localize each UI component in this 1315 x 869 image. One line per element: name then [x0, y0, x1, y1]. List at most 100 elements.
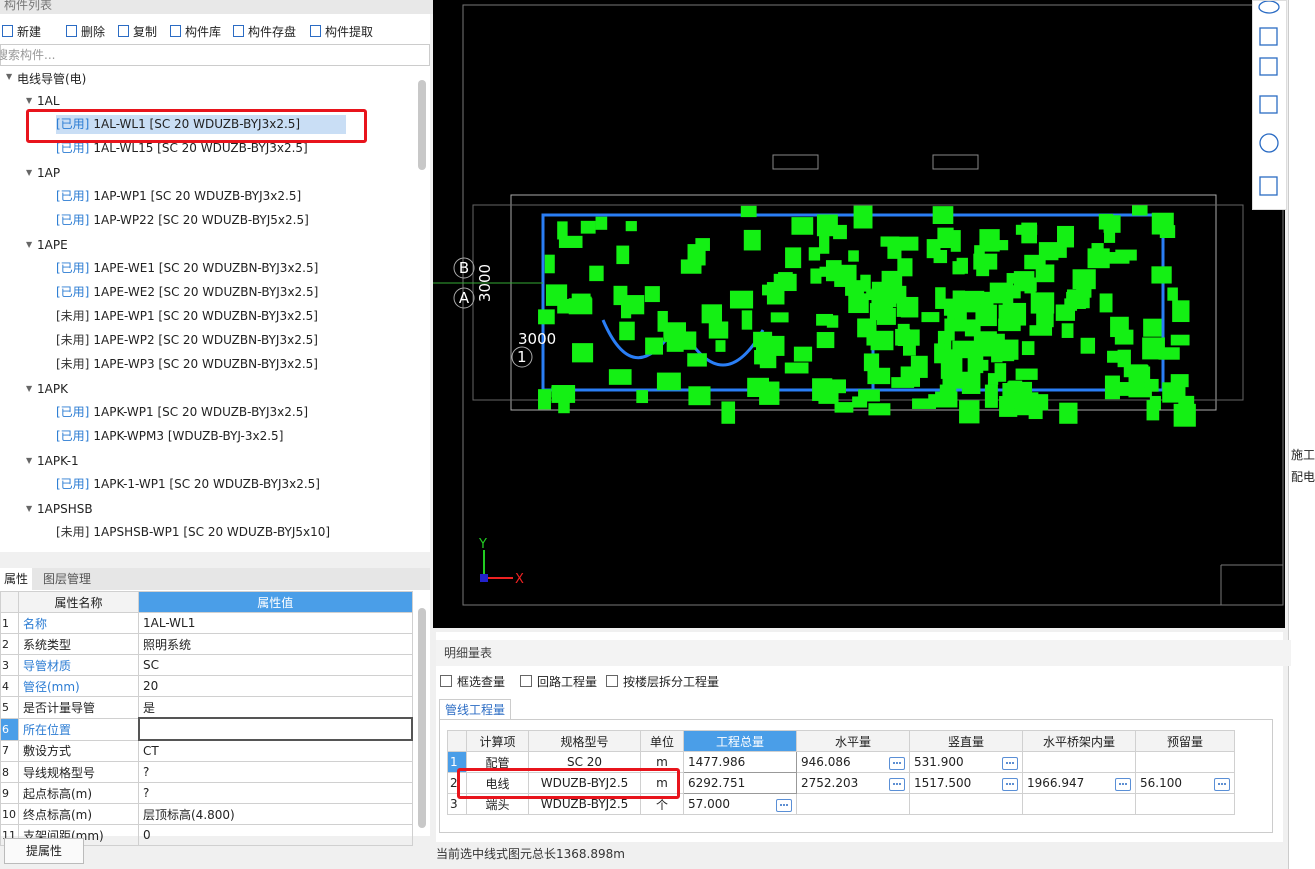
tree-item[interactable]: [未用] 1APSHSB-WP1 [SC 20 WDUZB-BYJ5x10] [56, 523, 346, 542]
green-block [1170, 334, 1190, 346]
green-block [784, 362, 809, 374]
tree-item[interactable]: [已用] 1APE-WE1 [SC 20 WDUZBN-BYJ3x2.5] [56, 259, 346, 278]
quantity-cell: WDUZB-BYJ2.5 [528, 772, 641, 794]
tree-item[interactable]: [已用] 1APK-WPM3 [WDUZB-BYJ-3x2.5] [56, 427, 346, 446]
toolbar-button[interactable]: 构件库 [185, 25, 222, 39]
item-status: [已用] [56, 141, 90, 155]
toolbar-button[interactable]: 构件提取 [325, 25, 374, 39]
tree-arrow: ▼ [26, 384, 33, 393]
ellipsis-button[interactable] [1214, 777, 1230, 791]
tab[interactable]: 管线工程量 [439, 699, 511, 720]
property-value[interactable]: ? [138, 761, 413, 783]
tree-item[interactable]: [已用] 1AP-WP1 [SC 20 WDUZB-BYJ3x2.5] [56, 187, 346, 206]
green-block [1128, 387, 1152, 398]
tree-item[interactable]: [未用] 1APE-WP3 [SC 20 WDUZBN-BYJ3x2.5] [56, 355, 346, 374]
highlight-box [26, 109, 367, 143]
property-value[interactable] [137, 717, 413, 741]
wire [541, 213, 1165, 392]
toolbar-button[interactable]: 新建 [17, 25, 42, 39]
property-value[interactable]: SC [138, 654, 413, 676]
checkbox[interactable] [606, 675, 618, 687]
property-value[interactable]: CT [138, 739, 413, 762]
green-block [741, 310, 753, 330]
checkbox[interactable] [520, 675, 532, 687]
select-icon[interactable] [440, 675, 452, 687]
tree-item[interactable]: [未用] 1APE-WP1 [SC 20 WDUZBN-BYJ3x2.5] [56, 307, 346, 326]
axis-bubble [511, 346, 533, 368]
green-block [860, 274, 871, 292]
tab-bar: 属性 图层管理 [0, 568, 430, 590]
cell-text: 6292.751 [688, 776, 746, 790]
cell-text: m [656, 776, 668, 790]
item-status: [已用] [56, 261, 90, 275]
green-block [1104, 227, 1116, 243]
ellipsis-button[interactable] [1002, 756, 1018, 770]
item-label: 1APE-WP2 [SC 20 WDUZBN-BYJ3x2.5] [93, 333, 318, 347]
toolbar-button[interactable]: 删除 [81, 25, 106, 39]
tree-item[interactable]: [已用] 1APE-WE2 [SC 20 WDUZBN-BYJ3x2.5] [56, 283, 346, 302]
ellipsis-button[interactable] [1002, 777, 1018, 791]
header-cell [0, 591, 19, 613]
tree-item[interactable]: [已用] 1APK-WP1 [SC 20 WDUZB-BYJ3x2.5] [56, 403, 346, 422]
search-box[interactable]: 搜索构件... [0, 44, 430, 66]
property-value[interactable]: 1AL-WL1 [138, 612, 413, 634]
toolbar-button[interactable]: 复制 [133, 25, 158, 39]
property-value[interactable]: 层顶标高(4.800) [138, 803, 413, 825]
green-block [848, 293, 869, 314]
ellipsis-button[interactable] [889, 756, 905, 770]
green-block [1006, 273, 1017, 284]
toolbar: 新建 删除 复制 构件库 构件存盘 构件提取 [0, 22, 430, 40]
cell-text: WDUZB-BYJ2.5 [540, 776, 629, 790]
green-block [743, 229, 761, 251]
property-value[interactable]: ? [138, 782, 413, 804]
tree-arrow: ▼ [26, 456, 33, 465]
axis-label: B [459, 259, 469, 277]
green-block [645, 337, 663, 355]
quantity-table: 计算项 规格型号 单位 工程总量 水平量 竖直量 水平桥架内量 预留量 1 配管 SC 20 m 147… [447, 730, 1235, 815]
green-block [935, 391, 958, 408]
item-label: 1AP-WP1 [SC 20 WDUZB-BYJ3x2.5] [93, 189, 302, 203]
button[interactable]: 提属性 [4, 838, 84, 864]
green-block [636, 390, 649, 404]
ellipsis-button[interactable] [1115, 777, 1131, 791]
tab[interactable]: 图层管理 [42, 572, 91, 586]
tree-item[interactable]: [未用] 1APE-WP2 [SC 20 WDUZBN-BYJ3x2.5] [56, 331, 346, 350]
properties-panel: 属性 图层管理 属性名称 属性值 1 名称 1AL-WL1 2 系统类型 照明系统 3 导管材质 S… [0, 568, 430, 846]
tree-group: 1AL [37, 94, 60, 108]
item-label: 1APE-WE2 [SC 20 WDUZBN-BYJ3x2.5] [93, 285, 319, 299]
toolbar-button[interactable]: 构件存盘 [248, 25, 297, 39]
property-row: 1 名称 1AL-WL1 [0, 612, 413, 634]
property-value[interactable]: 0 [138, 824, 413, 846]
row-index: 1 [0, 612, 19, 634]
ellipsis-button[interactable] [776, 798, 792, 812]
green-block [858, 389, 880, 402]
green-block [1115, 249, 1137, 261]
item-label: 1AP-WP22 [SC 20 WDUZB-BYJ5x2.5] [93, 213, 309, 227]
tree-item[interactable]: [已用] 1AL-WL1 [SC 20 WDUZB-BYJ3x2.5] [56, 115, 346, 134]
item-status: [未用] [56, 333, 90, 347]
property-value[interactable]: 照明系统 [138, 633, 413, 655]
ellipsis-button[interactable] [889, 777, 905, 791]
green-block [1010, 285, 1021, 299]
cell-text: 个 [655, 797, 668, 812]
green-block [825, 260, 842, 282]
item-status: [已用] [56, 429, 90, 443]
green-block [1151, 266, 1172, 284]
green-block [808, 247, 821, 261]
cad-bg [433, 0, 1285, 628]
tab[interactable]: 属性 [0, 568, 32, 590]
green-block [1055, 304, 1076, 321]
property-name: 名称 [18, 612, 139, 634]
property-value[interactable]: 是 [138, 696, 413, 719]
tree-item[interactable]: [已用] 1AL-WL15 [SC 20 WDUZB-BYJ3x2.5] [56, 139, 346, 158]
tree-group: 1APE [37, 238, 68, 252]
cell-text: 1517.500 [914, 775, 972, 790]
green-block [876, 307, 896, 325]
tree-item[interactable]: [已用] 1APK-1-WP1 [SC 20 WDUZB-BYJ3x2.5] [56, 475, 346, 494]
property-value[interactable]: 20 [138, 675, 413, 697]
green-block [545, 284, 568, 306]
green-block [572, 343, 594, 363]
green-block [544, 254, 555, 274]
tree-item[interactable]: [已用] 1AP-WP22 [SC 20 WDUZB-BYJ5x2.5] [56, 211, 346, 230]
